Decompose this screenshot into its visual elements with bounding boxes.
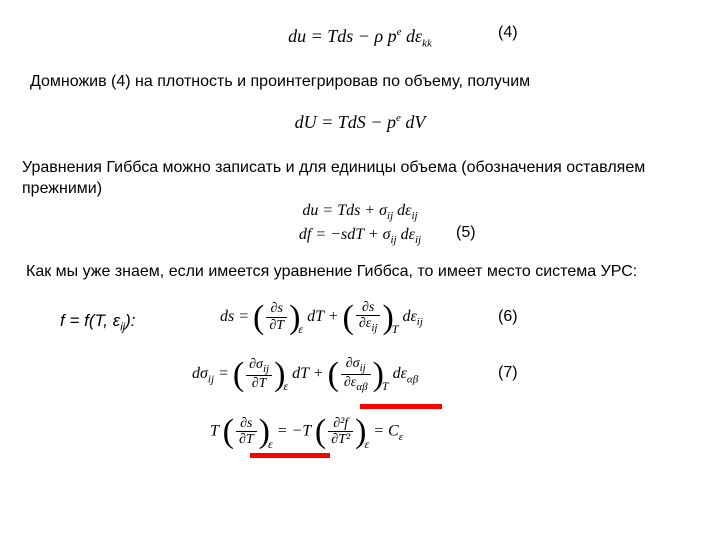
- equation-6-label: (6): [498, 308, 518, 326]
- red-underline: [360, 404, 442, 409]
- red-underline: [250, 453, 330, 458]
- equation-7-label: (7): [498, 364, 518, 382]
- paragraph-1: Домножив (4) на плотность и проинтегриро…: [30, 72, 530, 93]
- paragraph-2-text: Уравнения Гиббса можно записать и для ед…: [22, 159, 645, 197]
- equation-f-def: f = f(T, εij):: [60, 310, 136, 335]
- equation-5a: du = Tds + σij dεij: [0, 202, 720, 222]
- equation-5b: df = −sdT + σij dεij: [0, 226, 720, 246]
- equation-4-label: (4): [498, 24, 518, 42]
- equation-4: du = Tds − ρ pe dεkk: [0, 26, 720, 50]
- paragraph-3: Как мы уже знаем, если имеется уравнение…: [26, 262, 716, 283]
- equation-dU: dU = TdS − pe dV: [0, 112, 720, 133]
- equation-T-Ce: T (∂s∂T)ε = −T (∂²f∂T²)ε = Cε: [210, 416, 403, 452]
- equation-6: ds = (∂s∂T)ε dT + (∂s∂εij)T dεij: [220, 300, 423, 337]
- equation-5-label: (5): [456, 224, 476, 242]
- equation-7: dσij = (∂σij∂T)ε dT + (∂σij∂εαβ)T dεαβ: [192, 356, 418, 394]
- paragraph-2: Уравнения Гиббса можно записать и для ед…: [22, 158, 682, 200]
